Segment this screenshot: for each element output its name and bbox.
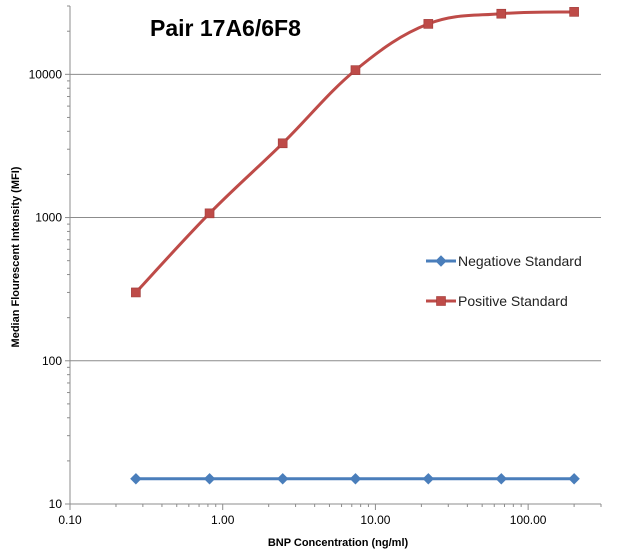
data-point [422, 473, 435, 485]
legend-label: Positive Standard [458, 293, 568, 309]
x-tick-label: 0.10 [58, 513, 82, 527]
y-tick-label: 10000 [29, 67, 63, 81]
data-point [203, 473, 216, 485]
series-negative-standard [130, 473, 580, 485]
series-line [134, 10, 575, 294]
series-group [130, 7, 580, 485]
data-point [350, 65, 361, 75]
legend-marker [436, 296, 446, 306]
legend-entry: Positive Standard [426, 293, 568, 309]
data-point [349, 473, 362, 485]
data-point [423, 19, 434, 29]
y-tick-label: 1000 [35, 211, 62, 225]
data-point [496, 8, 507, 19]
data-point [568, 473, 580, 485]
x-tick-label: 1.00 [211, 513, 235, 527]
legend-marker [435, 255, 447, 267]
data-point [131, 287, 141, 298]
y-axis-label: Median Flourescent Intensity (MFI) [10, 166, 22, 347]
data-point [569, 7, 579, 17]
chart-title: Pair 17A6/6F8 [150, 15, 301, 41]
y-tick-labels: 10 100 1000 10000 [29, 67, 63, 511]
x-axis-label: BNP Concentration (ng/ml) [268, 537, 409, 549]
series-positive-standard [131, 7, 579, 298]
x-tick-label: 100.00 [510, 513, 547, 527]
axes [65, 5, 602, 510]
data-point [130, 473, 142, 485]
gridlines [70, 73, 601, 362]
x-tick-labels: 0.10 1.00 10.00 100.00 [58, 513, 546, 527]
y-tick-label: 10 [49, 497, 63, 511]
data-point [495, 473, 507, 485]
legend-label: Negatiove Standard [458, 253, 582, 269]
y-tick-label: 100 [42, 354, 62, 368]
legend-entry: Negatiove Standard [426, 253, 582, 269]
data-point [204, 208, 215, 219]
data-point [276, 473, 289, 485]
data-point [277, 138, 288, 149]
legend: Negatiove Standard Positive Standard [426, 253, 582, 309]
x-tick-label: 10.00 [360, 513, 390, 527]
